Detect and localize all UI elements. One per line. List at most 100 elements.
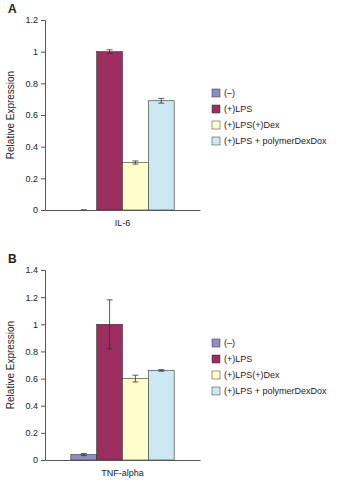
legend-item: (+)LPS xyxy=(212,354,252,364)
error-bar xyxy=(132,375,138,382)
error-bar xyxy=(158,98,164,103)
legend-label: (+)LPS + polymerDexDox xyxy=(224,386,327,396)
legend-item: (+)LPS(+)Dex xyxy=(212,120,280,130)
axis-line xyxy=(41,21,46,211)
axis-line xyxy=(46,460,201,461)
panel: B00.20.40.60.811.21.4TNF-alphaRelative E… xyxy=(5,252,327,478)
tick: 0.6 xyxy=(25,110,45,120)
error-bar xyxy=(81,210,87,211)
legend-item: (+)LPS + polymerDexDox xyxy=(212,386,327,396)
bar xyxy=(148,370,174,460)
tick: 0.8 xyxy=(25,347,45,357)
legend-label: (+)LPS + polymerDexDox xyxy=(224,136,327,146)
legend-swatch xyxy=(212,387,220,395)
legend-swatch xyxy=(212,89,220,97)
tick-label: 0.4 xyxy=(25,142,38,152)
axis-line xyxy=(41,271,46,461)
tick-label: 1 xyxy=(33,47,38,57)
tick: IL-6 xyxy=(115,218,131,228)
tick-mark xyxy=(41,147,45,148)
y-axis-title: Relative Expression xyxy=(5,71,16,159)
tick: 0.2 xyxy=(25,174,45,184)
marks xyxy=(81,50,174,210)
tick-mark xyxy=(41,433,45,434)
tick-label: 0 xyxy=(33,455,38,465)
tick: 0.4 xyxy=(25,401,45,411)
y-axis: 0 0.2 0.4 0.6 0.8 1 1.2 xyxy=(25,15,45,215)
legend-item: (+)LPS + polymerDexDox xyxy=(212,136,327,146)
bar xyxy=(123,163,149,211)
tick-label: 0.6 xyxy=(25,110,38,120)
panel: A 0 0.2 0.4 0.6 0.8 1 1.2 IL-6 Relative Expressio… xyxy=(5,2,327,228)
tick-mark xyxy=(41,460,45,461)
marks xyxy=(71,300,174,460)
tick-label: 0.8 xyxy=(25,347,38,357)
legend: (–) (+)LPS (+)LPS(+)Dex (+)LPS + polymerDex… xyxy=(212,338,327,396)
tick-label: 0.4 xyxy=(25,401,38,411)
legend-swatch xyxy=(212,121,220,129)
error-bar xyxy=(81,453,87,455)
legend-item: (+)LPS(+)Dex xyxy=(212,370,280,380)
tick: 0.8 xyxy=(25,79,45,89)
tick: 1.2 xyxy=(25,293,45,303)
tick-mark xyxy=(41,270,45,271)
tick: 0.4 xyxy=(25,142,45,152)
legend-swatch xyxy=(212,105,220,113)
tick-label: TNF-alpha xyxy=(101,468,144,478)
legend-label: (+)LPS(+)Dex xyxy=(224,370,280,380)
tick-label: 0.2 xyxy=(25,428,38,438)
legend-swatch xyxy=(212,339,220,347)
tick-label: 0.2 xyxy=(25,174,38,184)
figure: A 0 0.2 0.4 0.6 0.8 1 1.2 IL-6 Relative Expressio… xyxy=(0,0,350,500)
error-bar xyxy=(107,300,113,349)
tick-mark xyxy=(41,83,45,84)
legend-item: (–) xyxy=(212,88,235,98)
y-axis: 0 0.2 0.4 0.6 0.8 1 1.2 1.4 xyxy=(25,265,45,465)
tick-mark xyxy=(41,406,45,407)
panel-title: A xyxy=(8,2,17,16)
axis-line xyxy=(46,210,201,211)
tick-mark xyxy=(41,52,45,53)
tick: 1 xyxy=(33,320,45,330)
tick-label: 1.2 xyxy=(25,293,38,303)
legend-item: (+)LPS xyxy=(212,104,252,114)
legend-item: (–) xyxy=(212,338,235,348)
tick-mark xyxy=(41,178,45,179)
legend-label: (–) xyxy=(224,88,235,98)
x-axis: TNF-alpha xyxy=(46,461,201,479)
tick-mark xyxy=(41,210,45,211)
legend-label: (+)LPS xyxy=(224,354,252,364)
tick-label: 0.6 xyxy=(25,374,38,384)
tick: TNF-alpha xyxy=(101,468,144,478)
bar xyxy=(123,379,149,460)
tick: 1.4 xyxy=(25,265,45,275)
legend-label: (+)LPS(+)Dex xyxy=(224,120,280,130)
legend: (–) (+)LPS (+)LPS(+)Dex (+)LPS + polymerDex… xyxy=(212,88,327,146)
tick-label: 1.4 xyxy=(25,265,38,275)
bar xyxy=(71,210,97,211)
tick-label: 0 xyxy=(33,205,38,215)
tick-mark xyxy=(41,379,45,380)
tick-label: 1 xyxy=(33,320,38,330)
tick-label: 0.8 xyxy=(25,79,38,89)
tick: 0.6 xyxy=(25,374,45,384)
tick-mark xyxy=(41,297,45,298)
tick: 0 xyxy=(33,205,45,215)
tick-mark xyxy=(41,351,45,352)
tick: 0.2 xyxy=(25,428,45,438)
tick-mark xyxy=(41,324,45,325)
error-bar xyxy=(132,161,138,164)
bar xyxy=(148,101,174,210)
error-bar xyxy=(107,50,113,54)
x-axis: IL-6 xyxy=(46,211,201,229)
tick-mark xyxy=(41,115,45,116)
tick-label: IL-6 xyxy=(115,218,131,228)
bar xyxy=(97,52,123,210)
plot: 0 0.2 0.4 0.6 0.8 1 1.2 1.4 TNF-alpha xyxy=(25,265,200,478)
y-axis-title: Relative Expression xyxy=(5,321,16,409)
tick-label: 1.2 xyxy=(25,15,38,25)
plot: 0 0.2 0.4 0.6 0.8 1 1.2 IL-6 xyxy=(25,15,200,228)
legend-swatch xyxy=(212,371,220,379)
tick: 1 xyxy=(33,47,45,57)
legend-swatch xyxy=(212,355,220,363)
